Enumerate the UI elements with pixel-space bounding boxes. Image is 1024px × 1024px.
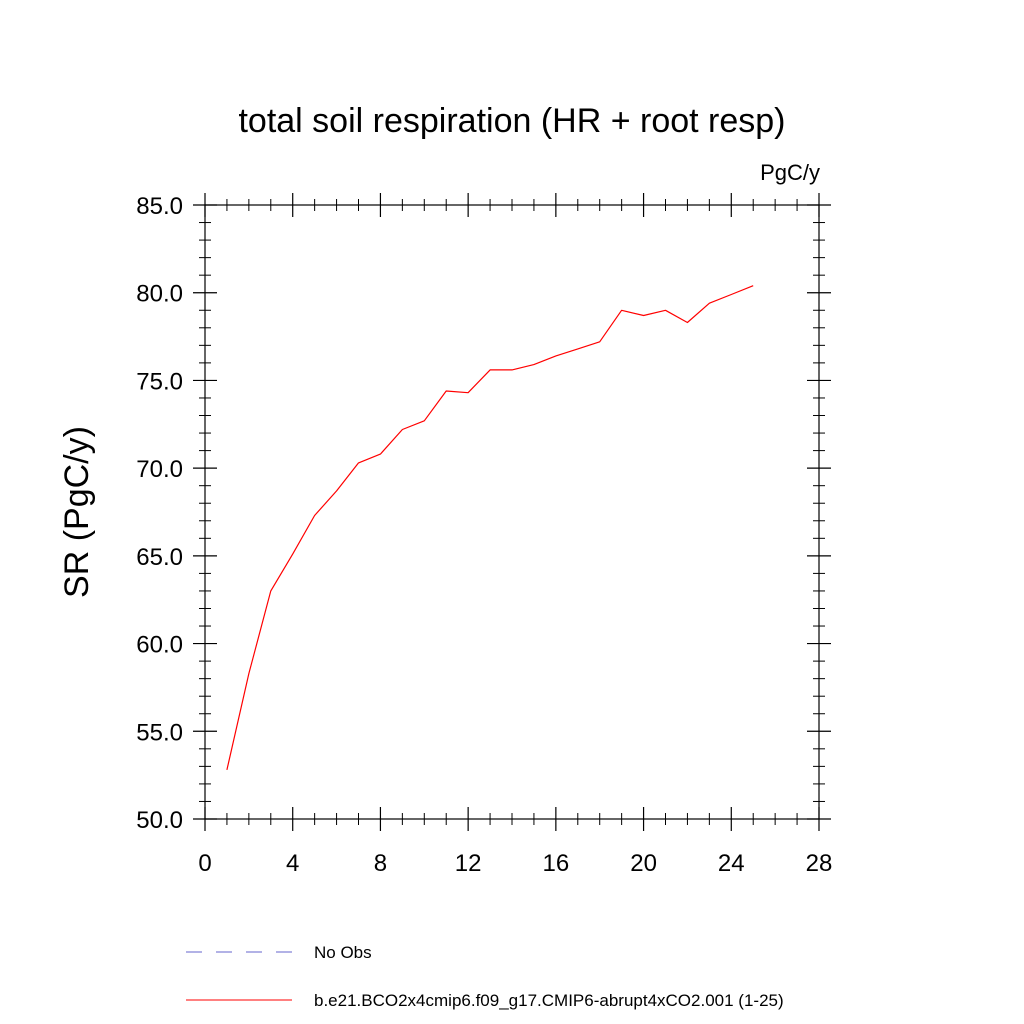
legend: No Obs b.e21.BCO2x4cmip6.f09_g17.CMIP6-ab… bbox=[186, 943, 784, 1010]
x-tick-label: 28 bbox=[806, 850, 833, 877]
chart-title: total soil respiration (HR + root resp) bbox=[238, 102, 785, 140]
x-tick-label: 24 bbox=[718, 850, 745, 877]
series-line bbox=[226, 285, 754, 771]
minor-ticks bbox=[199, 199, 825, 825]
x-tick-label: 16 bbox=[543, 850, 570, 877]
y-tick-label: 55.0 bbox=[136, 719, 183, 746]
y-tick-label: 60.0 bbox=[136, 632, 183, 659]
y-tick-label: 50.0 bbox=[136, 807, 183, 834]
legend-label: b.e21.BCO2x4cmip6.f09_g17.CMIP6-abrupt4x… bbox=[314, 991, 784, 1010]
x-tick-label: 8 bbox=[374, 850, 387, 877]
plot-frame bbox=[204, 204, 820, 820]
y-tick-label: 80.0 bbox=[136, 281, 183, 308]
units-label: PgC/y bbox=[760, 160, 820, 185]
y-axis-ticks: 50.0 55.0 60.0 65.0 70.0 75.0 80.0 85.0 bbox=[136, 193, 831, 834]
y-tick-label: 65.0 bbox=[136, 544, 183, 571]
x-axis-ticks: 0 4 8 12 16 20 24 28 bbox=[198, 193, 832, 877]
legend-label: No Obs bbox=[314, 943, 372, 962]
x-tick-label: 12 bbox=[455, 850, 482, 877]
y-tick-label: 70.0 bbox=[136, 456, 183, 483]
x-tick-label: 4 bbox=[286, 850, 299, 877]
plot-border bbox=[204, 204, 820, 820]
y-axis-label: SR (PgC/y) bbox=[58, 426, 96, 598]
x-tick-label: 0 bbox=[198, 850, 211, 877]
x-tick-label: 20 bbox=[630, 850, 657, 877]
y-tick-label: 85.0 bbox=[136, 193, 183, 220]
y-tick-label: 75.0 bbox=[136, 368, 183, 395]
series-layer bbox=[226, 285, 754, 771]
